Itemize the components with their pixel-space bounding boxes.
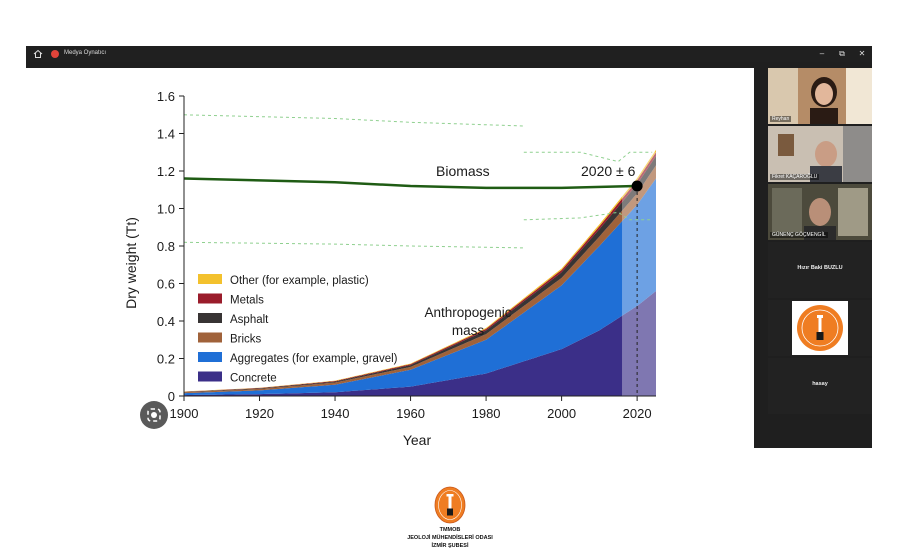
participant-tile[interactable]: GÜNENÇ GÖÇMENGİL (768, 184, 872, 240)
participants-panel: Reyhan Fikret KAÇAROĞLU GÜNENÇ GÖÇMENGİL (768, 68, 872, 448)
projection-shade (622, 152, 656, 396)
participant-name: Hızır Baki BUZLU (797, 265, 843, 271)
y-tick-label: 0.2 (157, 352, 175, 367)
media-player-icon (51, 50, 59, 58)
y-tick-label: 1.0 (157, 202, 175, 217)
legend-label: Other (for example, plastic) (230, 275, 369, 287)
crossover-label: 2020 ± 6 (581, 163, 636, 179)
legend: Other (for example, plastic) Metals Asphal… (198, 274, 398, 385)
footer-line-2: JEOLOJİ MÜHENDİSLERİ ODASI (407, 535, 493, 541)
y-tick-label: 1.6 (157, 89, 175, 104)
x-tick-label: 2020 (623, 406, 652, 421)
participant-name: GÜNENÇ GÖÇMENGİL (770, 232, 828, 238)
x-tick-label: 2000 (547, 406, 576, 421)
legend-label: Aggregates (for example, gravel) (230, 353, 398, 365)
area-bricks (184, 165, 656, 394)
biomass-label: Biomass (436, 163, 490, 179)
participant-tile[interactable] (768, 300, 872, 356)
shared-screen: 0 0.2 0.4 0.6 0.8 1.0 1.2 1.4 1.6 1900 1920 1940 196… (26, 68, 754, 448)
footer-line-3: İZMİR ŞUBESİ (431, 543, 469, 549)
legend-swatch (198, 371, 222, 382)
participant-tile[interactable]: Reyhan (768, 68, 872, 124)
home-icon[interactable] (33, 49, 43, 59)
window-title: Medya Oynatıcı (64, 50, 107, 56)
media-player-window: Medya Oynatıcı – ⧉ ✕ 0 0.2 0.4 0.6 0.8 1.0 1.2… (26, 46, 872, 448)
area-metals (184, 152, 656, 392)
lower-band-right (523, 211, 653, 221)
legend-label: Metals (230, 295, 264, 307)
y-tick-label: 0.6 (157, 277, 175, 292)
minimize-button[interactable]: – (819, 49, 825, 58)
participant-name: Fikret KAÇAROĞLU (770, 174, 820, 180)
footer-line-1: TMMOB (439, 527, 461, 533)
participant-tile[interactable]: hasay (768, 358, 872, 414)
anthropogenic-mass-chart: 0 0.2 0.4 0.6 0.8 1.0 1.2 1.4 1.6 1900 1920 1940 196… (123, 89, 656, 448)
participant-name: Reyhan (770, 116, 792, 122)
legend-swatch (198, 352, 222, 362)
x-tick-label: 1940 (321, 406, 350, 421)
y-tick-label: 0.4 (157, 314, 175, 329)
x-axis-label: Year (403, 432, 432, 448)
lens-icon (147, 408, 161, 422)
upper-band-right (523, 151, 653, 163)
legend-swatch (198, 313, 222, 323)
close-button[interactable]: ✕ (858, 49, 866, 58)
title-bar: Medya Oynatıcı – ⧉ ✕ (26, 46, 872, 62)
x-tick-label: 1900 (170, 406, 199, 421)
legend-label: Bricks (230, 334, 262, 346)
stacked-areas (183, 149, 656, 396)
x-tick-label: 1960 (396, 406, 425, 421)
axes: 0 0.2 0.4 0.6 0.8 1.0 1.2 1.4 1.6 1900 1920 1940 196… (157, 89, 656, 421)
participant-video (768, 126, 872, 182)
legend-swatch (198, 274, 222, 284)
participant-tile[interactable]: Fikret KAÇAROĞLU (768, 126, 872, 182)
y-tick-label: 1.4 (157, 127, 175, 142)
lens-button[interactable] (140, 401, 168, 429)
y-tick-label: 0.8 (157, 239, 175, 254)
participant-name: hasay (812, 381, 828, 387)
legend-swatch (198, 293, 222, 304)
area-concrete (184, 291, 656, 396)
y-tick-label: 1.2 (157, 164, 175, 179)
tmmob-logo-icon (434, 486, 466, 524)
anthropogenic-label-line1: Anthropogenic (424, 305, 511, 320)
area-aggregates (184, 178, 656, 396)
x-tick-label: 1920 (245, 406, 274, 421)
jmo-logo-icon (792, 301, 848, 355)
participant-tile[interactable]: Hızır Baki BUZLU (768, 242, 872, 298)
biomass-line (183, 177, 638, 190)
anthropogenic-label-line2: mass (452, 323, 485, 338)
y-tick-label: 0 (168, 389, 175, 404)
participant-video (768, 184, 872, 240)
uncertainty-bands (183, 114, 653, 249)
area-asphalt (184, 156, 656, 393)
upper-band-left (183, 114, 524, 127)
legend-label: Concrete (230, 373, 277, 385)
legend-label: Asphalt (230, 314, 269, 326)
participant-video (768, 68, 872, 124)
y-axis-label: Dry weight (Tt) (123, 217, 139, 309)
lower-band-left (183, 241, 524, 249)
x-tick-label: 1980 (472, 406, 501, 421)
legend-swatch (198, 332, 222, 343)
maximize-button[interactable]: ⧉ (839, 49, 845, 58)
crossover-point (631, 180, 643, 192)
